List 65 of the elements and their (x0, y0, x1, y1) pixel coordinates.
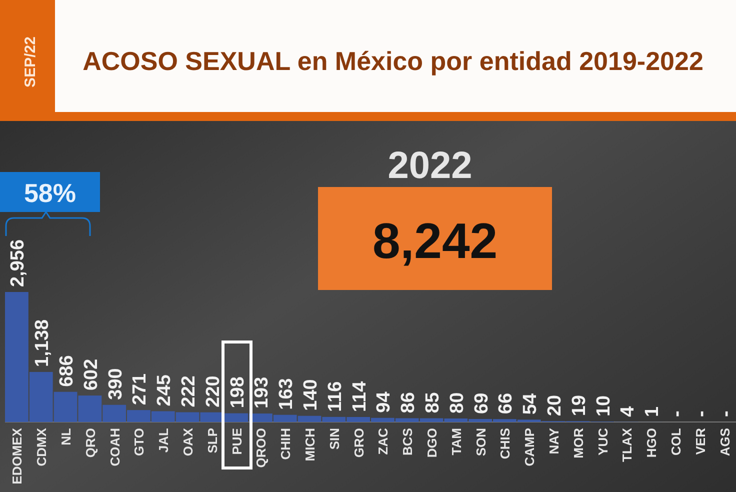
text: 58% (24, 178, 76, 208)
data-label: 390 (105, 368, 126, 400)
x-tick-label: HGO (644, 428, 660, 458)
text: - (715, 410, 736, 417)
x-tick-label: COL (668, 428, 684, 456)
x-tick-label: TAM (448, 428, 464, 456)
data-label: 222 (178, 376, 200, 408)
x-tick-label: AGS (717, 428, 732, 456)
x-tick-label: CAMP (522, 428, 538, 466)
x-tick-label: JAL (156, 428, 172, 453)
data-label: 245 (154, 374, 176, 406)
data-label: 69 (471, 392, 492, 414)
x-tick-label: EDOMEX (10, 428, 25, 484)
text: - (666, 410, 688, 417)
data-label: 54 (520, 393, 542, 415)
x-tick-label: GTO (132, 428, 147, 456)
data-label: 116 (324, 381, 346, 412)
data-label: 198 (227, 376, 248, 408)
data-label: 10 (593, 395, 614, 417)
x-tick-label: NL (58, 428, 74, 446)
data-label: 85 (422, 392, 444, 414)
x-tick-label: ZAC (376, 427, 391, 455)
x-tick-label: PUE (229, 428, 244, 455)
data-label: 193 (252, 376, 273, 409)
data-label: 271 (130, 372, 151, 406)
data-label: 66 (496, 392, 517, 414)
x-tick-label: OAX (180, 428, 196, 456)
data-label: 1,138 (32, 319, 54, 367)
x-tick-label: MOR (570, 427, 586, 458)
x-tick-label: SIN (326, 428, 342, 450)
x-tick-label: CDMX (34, 428, 50, 466)
x-tick-label: SLP (204, 428, 220, 454)
x-tick-label: COAH (107, 428, 122, 466)
x-tick-label: YUC (595, 427, 610, 456)
data-label: 220 (202, 376, 224, 408)
x-tick-label: TLAX (620, 428, 635, 462)
data-label: 2,956 (8, 239, 29, 287)
data-label: 114 (349, 380, 370, 412)
text: - (690, 410, 712, 417)
data-label: 686 (56, 355, 78, 387)
data-label: 20 (544, 394, 566, 416)
data-label: 86 (398, 392, 420, 414)
x-tick-label: VER (692, 427, 708, 455)
data-label: 602 (80, 358, 102, 391)
data-label: 140 (300, 379, 322, 411)
x-tick-label: SON (473, 428, 488, 456)
text: 2022 (388, 145, 472, 187)
x-tick-label: CHIS (498, 428, 513, 460)
x-tick-label: CHIH (278, 428, 294, 460)
x-tick-label: GRO (351, 428, 366, 458)
data-label: 4 (618, 406, 639, 417)
x-tick-label: NAY (546, 428, 562, 454)
data-label: 163 (276, 378, 298, 410)
data-label: 94 (374, 391, 395, 413)
x-tick-label: QRO (82, 428, 98, 458)
text: 8,242 (372, 213, 498, 269)
x-tick-label: MICH (302, 428, 318, 462)
data-label: 19 (568, 395, 590, 416)
data-label: 80 (446, 392, 468, 414)
x-tick-label: DGO (424, 428, 440, 458)
x-tick-label: BCS (400, 428, 416, 456)
data-label: 1 (642, 406, 664, 417)
chart-title: ACOSO SEXUAL en México por entidad 2019-2022 (82, 46, 704, 76)
x-tick-label: QROO (254, 428, 269, 468)
chart-subtitle: SEP/22 (22, 36, 39, 88)
